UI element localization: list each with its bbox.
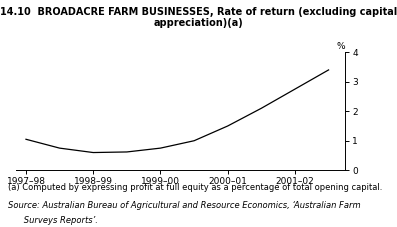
Text: (a) Computed by expressing profit at full equity as a percentage of total openin: (a) Computed by expressing profit at ful… [8,183,382,192]
Text: Surveys Reports’.: Surveys Reports’. [8,216,98,225]
Text: 14.10  BROADACRE FARM BUSINESSES, Rate of return (excluding capital
appreciation: 14.10 BROADACRE FARM BUSINESSES, Rate of… [0,7,397,28]
Text: %: % [337,42,345,51]
Text: Source: Australian Bureau of Agricultural and Resource Economics, ‘Australian Fa: Source: Australian Bureau of Agricultura… [8,201,360,210]
